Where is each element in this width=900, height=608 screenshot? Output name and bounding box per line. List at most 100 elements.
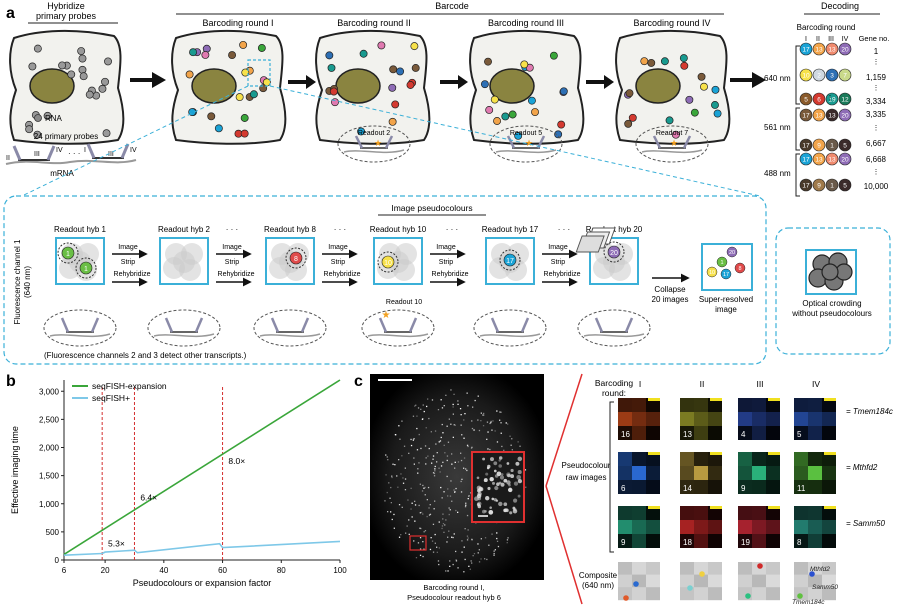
readout-strand (384, 135, 394, 149)
tile-pixel (738, 520, 752, 534)
rna-spot (101, 77, 109, 86)
speckle (429, 504, 431, 506)
speckle (401, 506, 403, 508)
speckle (453, 533, 455, 535)
rna-spot (377, 41, 386, 50)
tile-pixel (808, 426, 822, 440)
optical-crowding-label-1: Optical crowding (802, 299, 861, 308)
composite-pixel (738, 562, 752, 575)
speckle (426, 405, 428, 408)
decode-barcode-spot (825, 138, 839, 152)
tile-pixel (822, 426, 836, 440)
tile-pixel (708, 466, 722, 480)
gene-no-3335: 3,335 (866, 110, 887, 119)
inset-speckle (487, 464, 491, 469)
pseudo-footnote: (Fluorescence channels 2 and 3 detect ot… (44, 351, 247, 360)
speckle (431, 399, 434, 401)
decoding-title: Decoding (821, 1, 859, 11)
cell-round-1 (171, 29, 287, 145)
speckle (494, 549, 496, 551)
tile-scale-marker (824, 506, 836, 509)
inset-speckle (517, 494, 521, 498)
x-tick-label: 100 (333, 566, 347, 575)
inset-speckle (517, 470, 522, 475)
gene-dots-4: ⋮ (873, 169, 880, 176)
speckle (391, 476, 393, 479)
speckle (500, 422, 502, 424)
readout-strand (164, 317, 174, 333)
super-resolved-number: 17 (723, 272, 729, 278)
decoding-col-iv: IV (842, 36, 849, 43)
speckle (422, 555, 424, 558)
speckle (455, 559, 457, 561)
speckle (471, 427, 474, 430)
speckle (441, 525, 444, 527)
rna-spot (240, 129, 249, 138)
speckle (444, 524, 446, 526)
speckle (437, 409, 440, 411)
speckle (506, 539, 509, 541)
decode-barcode-spot (799, 92, 813, 106)
readout-spot-number: 8 (294, 256, 298, 263)
speckle (497, 545, 500, 548)
speckle (461, 540, 463, 542)
decode-barcode-number: 13 (828, 157, 836, 164)
speckle (426, 499, 428, 501)
rna-spot (501, 112, 510, 121)
rna-spot (98, 84, 107, 93)
inset-speckle (515, 461, 520, 466)
tile-pixel (738, 534, 752, 548)
speckle (404, 489, 407, 491)
speckle (413, 457, 415, 459)
readout-insets: ★ ★ ★ (337, 125, 709, 163)
speckle (461, 551, 463, 553)
speckle (478, 549, 480, 551)
speckle (469, 568, 471, 570)
readout-5-label: Readout 5 (510, 130, 542, 137)
speckle (466, 539, 469, 541)
speckle (484, 537, 487, 539)
gene-dots-1: ⋮ (873, 59, 880, 66)
speckle (452, 413, 454, 415)
decode-barcode-spot (812, 42, 826, 56)
speckle (457, 567, 459, 569)
tile-scale-marker (710, 398, 722, 401)
inset-speckle (494, 474, 499, 478)
decode-barcode-spot (825, 42, 839, 56)
speckle (473, 553, 476, 555)
decode-barcode-spot (838, 152, 852, 166)
tile-pixel (632, 466, 646, 480)
decode-barcode-number: 20 (841, 113, 849, 120)
speckle (406, 525, 408, 527)
speckle (457, 403, 459, 405)
arrow-rehyb-label: Rehybridize (324, 271, 361, 278)
tile-pixel (618, 452, 632, 466)
decode-barcode-number: 3 (830, 73, 834, 80)
speckle (499, 419, 501, 421)
channel-640: 640 nm (764, 74, 791, 83)
composite-pixel (646, 562, 660, 575)
arrow-strip-label: Strip (439, 259, 454, 266)
cell-round-3 (469, 29, 585, 145)
cell-caption-2: Pseudocolour readout hyb 6 (407, 593, 501, 602)
rna-spot (102, 129, 111, 138)
speckle (419, 537, 422, 539)
speckle (447, 488, 449, 490)
rna-spot (79, 72, 88, 81)
speckle (448, 530, 450, 532)
speckle (482, 414, 484, 416)
decoding-col-ii: II (816, 36, 820, 43)
arrow-strip-label: Strip (121, 259, 136, 266)
speckle (519, 445, 521, 447)
round-2-label: Barcoding round II (337, 18, 411, 28)
tile-scale-marker (648, 452, 660, 455)
probe-schematic (5, 143, 137, 165)
speckle (466, 514, 469, 517)
speckle (501, 445, 503, 448)
speckle (404, 467, 406, 469)
decode-barcode-number: 5 (843, 183, 847, 190)
arrow-strip-label: Strip (225, 259, 240, 266)
arrow-image-label: Image (548, 244, 568, 251)
tile-pixel (822, 480, 836, 494)
speckle (472, 406, 474, 408)
